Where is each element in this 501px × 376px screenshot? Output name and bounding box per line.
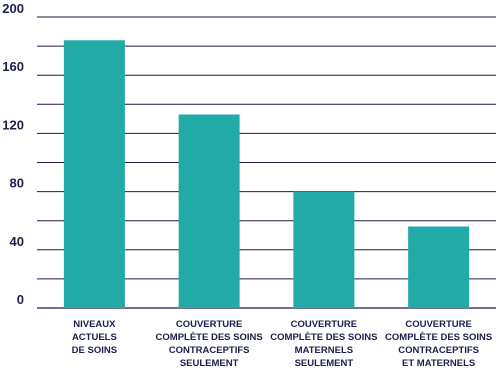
bar [178, 114, 240, 308]
y-tick-label: 0 [17, 292, 24, 307]
x-category-label-line: COMPLÈTE DES SOINS [385, 332, 492, 343]
x-axis-labels: NIVEAUX ACTUELS DE SOINS COUVERTURE COMPLÈTE… [72, 319, 493, 369]
y-tick-label: 120 [2, 117, 24, 132]
x-category-label-line: COMPLÈTE DES SOINS [156, 332, 263, 343]
x-category-label: NIVEAUX ACTUELS DE SOINS [72, 319, 117, 356]
x-category-label-line: DE SOINS [72, 345, 117, 356]
x-category-label-line: NIVEAUX [73, 319, 116, 330]
y-tick-label: 160 [2, 59, 24, 74]
bar [293, 191, 355, 308]
x-category-label-line: COUVERTURE [176, 319, 243, 330]
bar [63, 40, 125, 308]
x-category-label: COUVERTURE COMPLÈTE DES SOINS MATERNELS SEU… [270, 319, 377, 369]
x-category-label-line: COUVERTURE [291, 319, 358, 330]
x-category-label: COUVERTURE COMPLÈTE DES SOINS CONTRACEPTIF… [385, 319, 492, 369]
y-tick-label: 40 [10, 234, 24, 249]
x-category-label-line: ET MATERNELS [402, 358, 475, 369]
bars [63, 40, 470, 308]
x-category-label-line: SEULEMENT [295, 358, 354, 369]
bar [408, 226, 470, 308]
x-category-label-line: CONTRACEPTIFS [169, 345, 250, 356]
x-category-label-line: MATERNELS [295, 345, 353, 356]
x-category-label-line: CONTRACEPTIFS [398, 345, 479, 356]
x-category-label-line: SEULEMENT [180, 358, 239, 369]
y-tick-label: 200 [2, 1, 24, 16]
x-category-label-line: COUVERTURE [405, 319, 472, 330]
x-category-label: COUVERTURE COMPLÈTE DES SOINS CONTRACEPTIF… [156, 319, 263, 369]
x-category-label-line: ACTUELS [72, 332, 117, 343]
x-category-label-line: COMPLÈTE DES SOINS [270, 332, 377, 343]
y-axis-ticks: 0 40 80 120 160 200 [2, 1, 24, 307]
y-tick-label: 80 [10, 176, 24, 191]
